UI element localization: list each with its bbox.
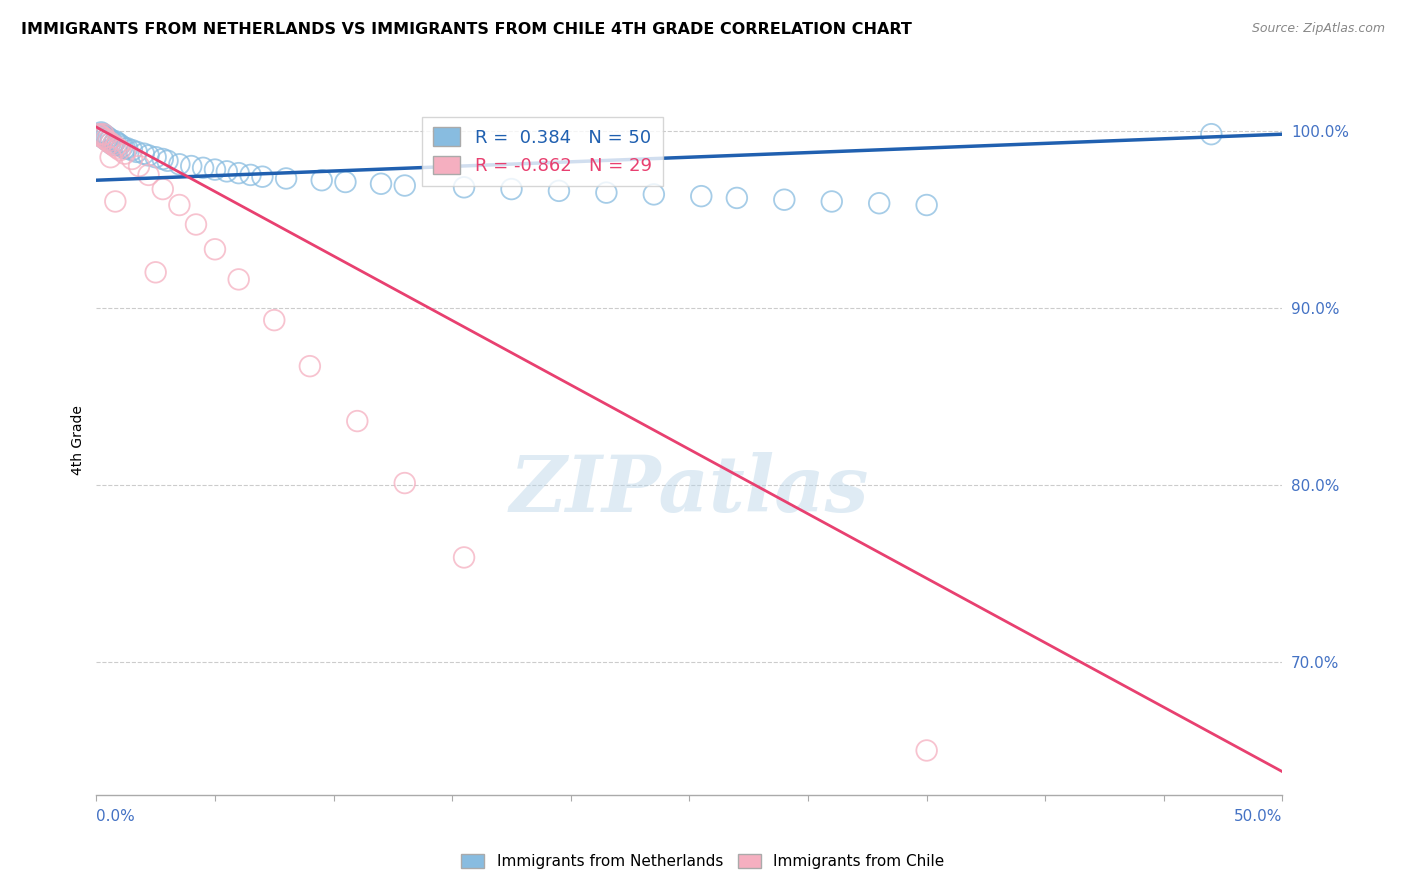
Point xyxy=(107,136,129,150)
Point xyxy=(643,187,665,202)
Point xyxy=(138,168,160,182)
Point xyxy=(100,136,122,150)
Point xyxy=(915,743,938,757)
Point xyxy=(773,193,796,207)
Point xyxy=(453,180,475,194)
Point xyxy=(101,137,124,152)
Point xyxy=(298,359,321,374)
Point xyxy=(108,143,131,157)
Point xyxy=(501,182,523,196)
Point xyxy=(100,150,122,164)
Point xyxy=(204,242,226,256)
Point xyxy=(114,141,136,155)
Point xyxy=(93,130,115,145)
Point xyxy=(93,130,115,145)
Point xyxy=(239,168,262,182)
Point xyxy=(191,161,214,175)
Point xyxy=(90,128,112,143)
Point xyxy=(128,159,150,173)
Text: Source: ZipAtlas.com: Source: ZipAtlas.com xyxy=(1251,22,1385,36)
Point xyxy=(1201,127,1223,141)
Point xyxy=(125,145,148,159)
Point xyxy=(915,198,938,212)
Point xyxy=(370,177,392,191)
Point xyxy=(97,130,120,145)
Point xyxy=(111,139,134,153)
Point xyxy=(215,164,238,178)
Point xyxy=(107,141,129,155)
Point xyxy=(93,127,115,141)
Legend: Immigrants from Netherlands, Immigrants from Chile: Immigrants from Netherlands, Immigrants … xyxy=(456,848,950,875)
Point xyxy=(132,146,155,161)
Point xyxy=(346,414,368,428)
Point xyxy=(93,127,115,141)
Point xyxy=(868,196,890,211)
Point xyxy=(548,184,571,198)
Point xyxy=(821,194,844,209)
Point xyxy=(121,152,143,166)
Point xyxy=(87,127,110,141)
Point xyxy=(394,476,416,491)
Point xyxy=(228,166,250,180)
Point xyxy=(97,134,120,148)
Point xyxy=(101,137,124,152)
Point xyxy=(94,132,117,146)
Point xyxy=(276,171,298,186)
Y-axis label: 4th Grade: 4th Grade xyxy=(72,406,86,475)
Point xyxy=(145,150,167,164)
Point xyxy=(108,137,131,152)
Point xyxy=(335,175,357,189)
Point xyxy=(690,189,713,203)
Point xyxy=(94,128,117,143)
Point xyxy=(169,157,191,171)
Point xyxy=(311,173,333,187)
Point xyxy=(725,191,748,205)
Point xyxy=(152,182,174,196)
Point xyxy=(100,132,122,146)
Point xyxy=(115,141,138,155)
Point xyxy=(204,162,226,177)
Point xyxy=(156,153,179,168)
Text: ZIPatlas: ZIPatlas xyxy=(510,452,869,528)
Point xyxy=(97,134,120,148)
Point xyxy=(104,194,127,209)
Point xyxy=(138,148,160,162)
Text: IMMIGRANTS FROM NETHERLANDS VS IMMIGRANTS FROM CHILE 4TH GRADE CORRELATION CHART: IMMIGRANTS FROM NETHERLANDS VS IMMIGRANT… xyxy=(21,22,912,37)
Point xyxy=(184,218,207,232)
Point xyxy=(94,132,117,146)
Legend: R =  0.384   N = 50, R = -0.862   N = 29: R = 0.384 N = 50, R = -0.862 N = 29 xyxy=(422,117,662,186)
Point xyxy=(252,169,274,184)
Point xyxy=(180,159,202,173)
Point xyxy=(263,313,285,327)
Point xyxy=(90,128,112,143)
Point xyxy=(145,265,167,279)
Point xyxy=(394,178,416,193)
Point xyxy=(104,134,127,148)
Point xyxy=(90,125,112,139)
Point xyxy=(121,143,143,157)
Text: 50.0%: 50.0% xyxy=(1234,809,1282,824)
Text: 0.0%: 0.0% xyxy=(97,809,135,824)
Point xyxy=(595,186,617,200)
Point xyxy=(152,152,174,166)
Point xyxy=(453,550,475,565)
Point xyxy=(100,136,122,150)
Point xyxy=(87,127,110,141)
Point xyxy=(169,198,191,212)
Point xyxy=(114,146,136,161)
Point xyxy=(228,272,250,286)
Point xyxy=(104,139,127,153)
